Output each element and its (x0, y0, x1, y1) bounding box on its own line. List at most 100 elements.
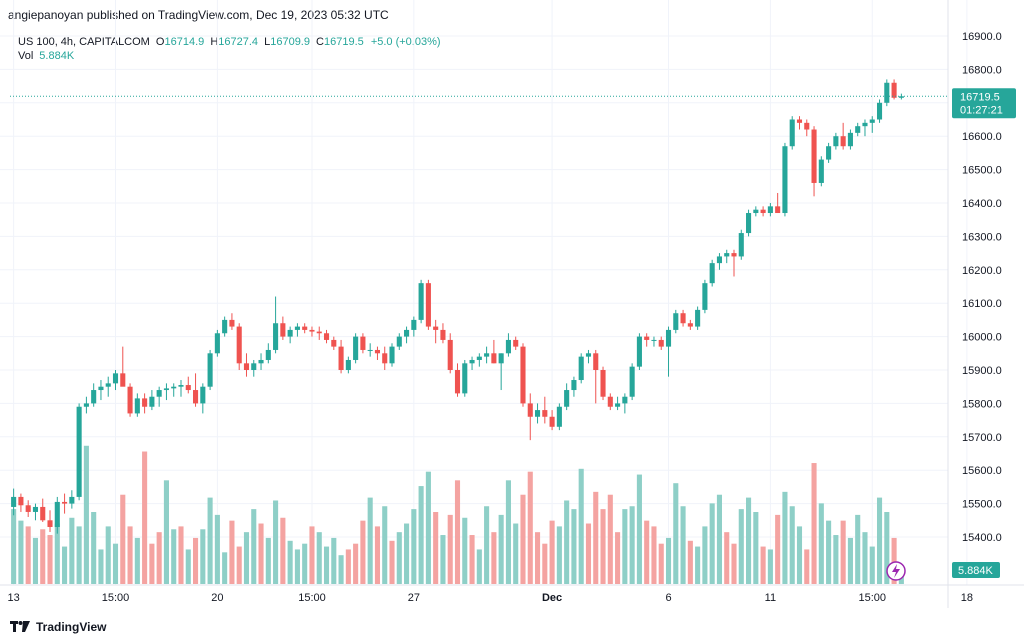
candle (367, 343, 373, 357)
volume-bar (607, 494, 613, 584)
volume-bar (112, 543, 119, 584)
volume-bar (811, 463, 817, 584)
candle (462, 359, 468, 397)
volume-bar (171, 529, 177, 584)
volume-bar (127, 526, 133, 584)
candle (25, 500, 31, 517)
candle (229, 313, 235, 330)
candle (746, 209, 752, 237)
candle (149, 390, 155, 411)
volume-bar (323, 546, 330, 584)
volume-bar (527, 471, 533, 584)
volume-bar (702, 526, 708, 584)
candle (54, 496, 60, 534)
candle (454, 363, 461, 397)
volume-bar (556, 526, 562, 584)
volume-bar (32, 537, 39, 584)
volume-bar (331, 537, 337, 584)
time-tick-label: Dec (542, 592, 562, 604)
candle (265, 343, 271, 364)
volume-bar (382, 506, 388, 584)
candle (83, 396, 89, 414)
candles (11, 79, 904, 534)
volume-bar (665, 537, 672, 584)
high-label: H (210, 36, 219, 48)
volume-bar (360, 520, 366, 584)
lightning-icon[interactable] (886, 561, 906, 581)
candle (374, 346, 381, 360)
volume-bar (433, 512, 439, 584)
candle (811, 126, 817, 197)
volume-bar (280, 517, 286, 584)
price-badge: 16719.5 01:27:21 (952, 88, 1016, 119)
volume-bar (462, 517, 468, 584)
candle (345, 356, 351, 374)
price-tick-label: 16300.0 (962, 231, 1002, 243)
price-tick-label: 16100.0 (962, 298, 1002, 310)
candle (833, 132, 839, 150)
candle (273, 296, 279, 354)
price-tick-label: 16800.0 (962, 64, 1002, 76)
volume-bar (847, 537, 853, 584)
candle (127, 383, 133, 417)
volume-bar (265, 537, 271, 584)
candle (513, 336, 519, 350)
candle (156, 386, 162, 407)
volume-bar (149, 543, 155, 584)
volume-bar (840, 520, 846, 584)
candle (855, 122, 861, 137)
volume-bar (69, 517, 75, 584)
candle (775, 192, 781, 214)
volume-bar (83, 445, 89, 584)
volume-bar (636, 474, 642, 584)
volume-bar (425, 471, 431, 584)
ohlc-legend: US 100, 4h, CAPITALCOM O16714.9 H16727.4… (18, 35, 441, 50)
volume-bar (869, 546, 875, 584)
candle (112, 370, 119, 391)
volume-bar (833, 535, 839, 584)
volume-bar (98, 549, 104, 584)
volume-bar (731, 543, 737, 584)
candle (527, 393, 533, 441)
volume-bar (229, 520, 235, 584)
open-value: 16714.9 (164, 36, 205, 48)
candle (534, 403, 541, 424)
candle (294, 323, 300, 337)
candle (782, 142, 788, 217)
candle (818, 156, 824, 187)
volume-bar (47, 535, 53, 584)
volume-bar (767, 549, 773, 584)
volume-bar (484, 506, 490, 584)
volume-bar (258, 523, 264, 584)
candle (98, 380, 104, 401)
volume-bar (615, 532, 621, 584)
close-value: 16719.5 (324, 36, 364, 48)
candle (222, 316, 228, 337)
volume-bar (193, 537, 199, 584)
candle (302, 323, 308, 334)
candle (171, 383, 177, 397)
candle (593, 349, 599, 404)
time-tick-label: 15:00 (858, 592, 886, 604)
candle (396, 333, 402, 350)
volume-bar (578, 468, 584, 584)
volume-bar (294, 549, 300, 584)
volume-bar (782, 491, 788, 584)
price-tick-label: 15600.0 (962, 465, 1002, 477)
volume-bar (273, 500, 279, 584)
candle (411, 316, 417, 337)
time-tick-label: 13 (8, 592, 20, 604)
candle (891, 79, 897, 100)
candle (520, 343, 526, 407)
candle (767, 203, 773, 217)
candle (287, 326, 293, 344)
volume-label: Vol (18, 50, 34, 62)
volume-bar (178, 526, 184, 584)
volume-bar (695, 546, 701, 584)
volume-bar (680, 506, 686, 584)
time-tick-label: 15:00 (102, 592, 130, 604)
candle (869, 116, 875, 133)
volume-bar (520, 494, 526, 584)
